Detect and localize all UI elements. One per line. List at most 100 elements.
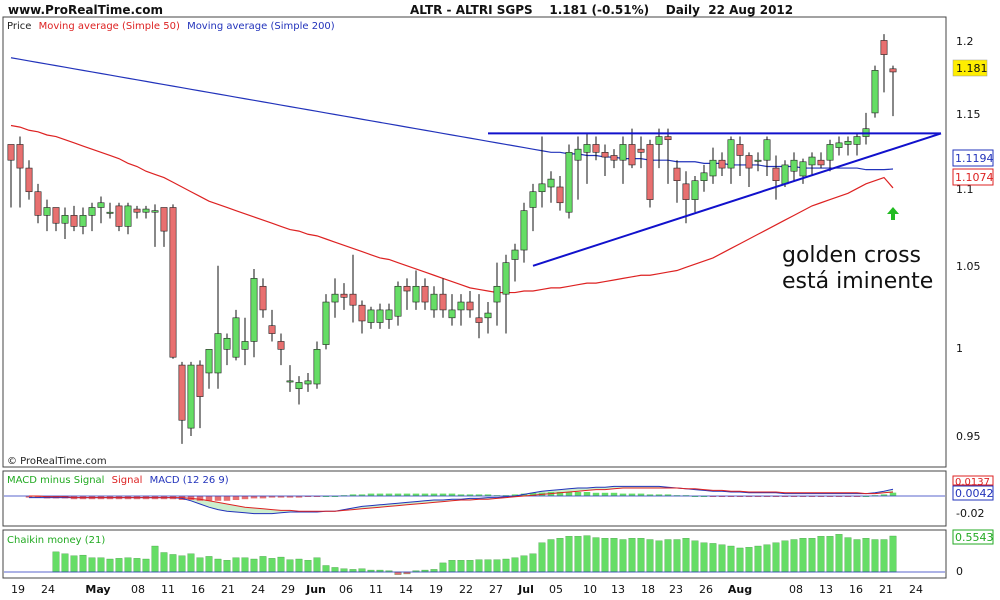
candle-body [160, 207, 168, 232]
chaikin-bar [268, 558, 276, 573]
candle [385, 303, 393, 329]
candle [691, 175, 699, 213]
candle-body [655, 136, 663, 145]
trendlines [488, 132, 942, 267]
candle-body [808, 156, 816, 166]
candle-body [106, 211, 114, 214]
ma50-line [10, 124, 894, 294]
chaikin-bar [835, 534, 843, 573]
candle [844, 136, 852, 156]
macd-hist-bar [511, 494, 519, 496]
macd-hist-bar [601, 492, 609, 496]
chaikin-bar [727, 545, 735, 573]
candle [286, 365, 294, 392]
candle-body [232, 317, 240, 358]
candle-body [718, 159, 726, 169]
candle-body [763, 139, 771, 161]
chaikin-bar [232, 557, 240, 573]
x-tick-label: 19 [429, 583, 443, 596]
candle [592, 136, 600, 161]
y-tick-label: 1.1 [956, 183, 974, 196]
macd-series [4, 485, 945, 515]
macd-hist-bar [790, 496, 798, 497]
candle-body [448, 309, 456, 319]
candle-body [682, 183, 690, 200]
chaikin-bar [880, 539, 888, 573]
macd-hist-bar [385, 493, 393, 496]
macd-hist-bar [817, 496, 825, 497]
chaikin-bar [205, 556, 213, 573]
y-tick-label: 1.05 [956, 260, 981, 273]
chaikin-bar [646, 539, 654, 573]
candle-body [529, 191, 537, 208]
chaikin-bar [502, 558, 510, 573]
candle-body [619, 144, 627, 161]
x-tick-label: 16 [191, 583, 205, 596]
candle-body [295, 382, 303, 390]
chaikin-bar [511, 557, 519, 573]
chaikin-bar [799, 538, 807, 573]
chaikin-bar [322, 565, 330, 573]
candle-body [691, 180, 699, 200]
candle-body [61, 215, 69, 224]
macd-legend-a: MACD minus Signal [7, 475, 104, 486]
candle-body [331, 293, 339, 303]
candle-body [727, 139, 735, 169]
y-tick-label: 1 [956, 342, 963, 355]
candle-body [313, 349, 321, 385]
x-tick-label: 08 [131, 583, 145, 596]
candle [682, 171, 690, 224]
x-tick-label: Jul [517, 583, 534, 596]
price-value-box [952, 59, 988, 77]
macd-hist-bar [808, 496, 816, 497]
macd-hist-bar [295, 496, 303, 498]
candle-body [304, 380, 312, 385]
x-tick-label: 14 [399, 583, 413, 596]
chaikin-bar [628, 538, 636, 573]
x-tick-label: 08 [789, 583, 803, 596]
candle [439, 278, 447, 318]
chaikin-bar [691, 540, 699, 573]
candle-body [574, 148, 582, 161]
candle [196, 360, 204, 429]
candle [700, 164, 708, 192]
candle [871, 65, 879, 118]
chaikin-bar [214, 558, 222, 573]
chaikin-bar [466, 560, 474, 573]
candle [673, 160, 681, 203]
candle [250, 268, 258, 358]
y-tick-label: 1.15 [956, 108, 981, 121]
candle [142, 205, 150, 219]
candle [70, 205, 78, 232]
x-tick-label: 06 [339, 583, 353, 596]
candle-body [178, 364, 186, 421]
annotation-line-2: está iminente [782, 269, 933, 294]
chaikin-bar [448, 560, 456, 573]
candle-body [205, 349, 213, 374]
candle-body [169, 207, 177, 358]
candle-body [412, 285, 420, 303]
candle [763, 136, 771, 176]
candle-body [673, 167, 681, 181]
annotation-line-1: golden cross [782, 243, 921, 268]
macd-hist-bar [358, 494, 366, 496]
chaikin-bar [223, 560, 231, 573]
macd-hist-bar [772, 496, 780, 497]
candle-body [241, 341, 249, 350]
macd-hist-bar [664, 494, 672, 496]
macd-hist-bar [763, 496, 771, 497]
macd-hist-bar [844, 496, 852, 497]
site-label[interactable]: www.ProRealTime.com [8, 3, 163, 17]
macd-hist-bar [835, 496, 843, 497]
x-tick-label: 24 [909, 583, 923, 596]
candle-body [799, 161, 807, 177]
chaikin-value-label: 0.5543 [955, 531, 994, 544]
candle-body [700, 172, 708, 181]
candle-body [583, 144, 591, 153]
chaikin-bar [529, 553, 537, 573]
chaikin-bar [160, 552, 168, 573]
macd-hist-bar [745, 496, 753, 497]
y-tick-label: 0.95 [956, 430, 981, 443]
candle-body [493, 285, 501, 303]
